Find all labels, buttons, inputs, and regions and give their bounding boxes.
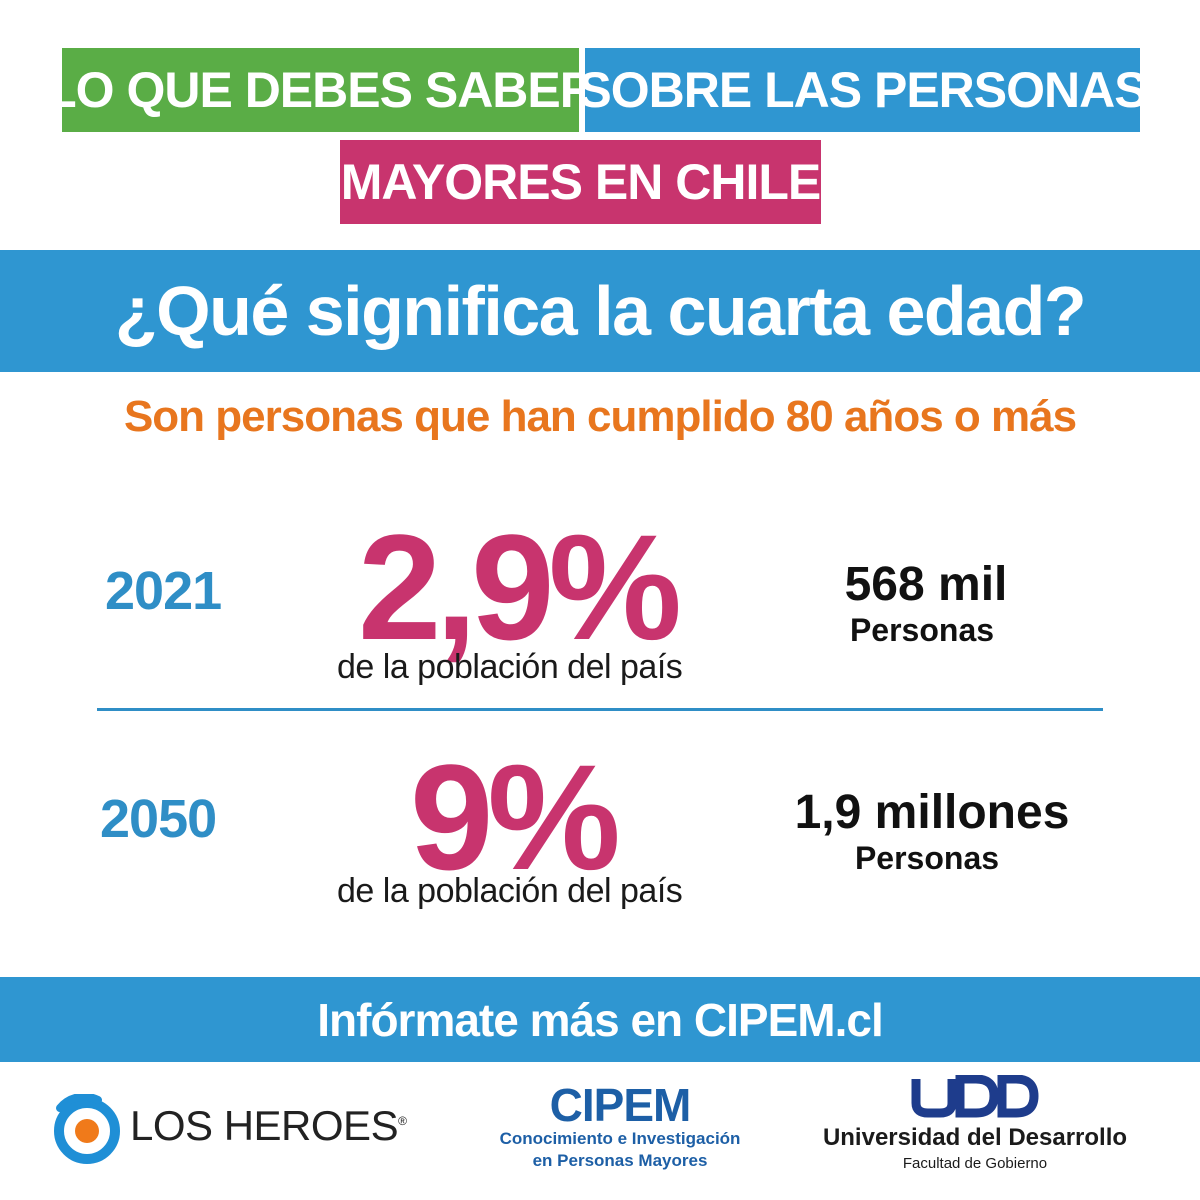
losheroes-logo: LOS HEROES®	[52, 1090, 432, 1170]
header-title-box-left: LO QUE DEBES SABER	[46, 48, 596, 132]
cipem-subtitle-line2: en Personas Mayores	[532, 1151, 708, 1170]
udd-wordmark-icon	[911, 1075, 1039, 1118]
question-band: ¿Qué significa la cuarta edad?	[0, 250, 1200, 372]
udd-name: Universidad del Desarrollo	[822, 1124, 1128, 1151]
row-divider	[97, 708, 1103, 711]
stat-percent-2050: 9%	[410, 733, 621, 901]
stat-count-unit-2021: Personas	[849, 612, 995, 648]
header-title-left: LO QUE DEBES SABER	[46, 62, 596, 118]
losheroes-name: LOS HEROES	[130, 1102, 399, 1149]
stat-percent-caption-2050: de la población del país	[337, 872, 683, 910]
stat-count-2050: 1,9 millones	[794, 786, 1070, 839]
footer-band: Infórmate más en CIPEM.cl	[0, 977, 1200, 1062]
stat-count-2021: 568 mil	[844, 558, 1008, 611]
header-title-box-second-line: MAYORES EN CHILE	[340, 140, 821, 224]
stat-percent-2021: 2,9%	[358, 503, 682, 671]
stat-year-2050: 2050	[100, 789, 217, 849]
cipem-logo: CIPEM Conocimiento e Investigación en Pe…	[470, 1082, 770, 1182]
definition-text: Son personas que han cumplido 80 años o …	[123, 392, 1077, 441]
circle-logo-icon	[54, 1094, 120, 1164]
cipem-name: CIPEM	[549, 1079, 692, 1131]
header-title-box-right: SOBRE LAS PERSONAS	[578, 48, 1148, 132]
footer-cta-link[interactable]: Infórmate más en CIPEM.cl	[317, 993, 883, 1046]
header-title-second-line: MAYORES EN CHILE	[340, 154, 821, 210]
udd-faculty: Facultad de Gobierno	[902, 1155, 1048, 1172]
registered-mark: ®	[398, 1114, 407, 1128]
cipem-subtitle-line1: Conocimiento e Investigación	[499, 1129, 741, 1148]
stat-percent-caption-2021: de la población del país	[337, 648, 683, 686]
stat-year-2021: 2021	[105, 561, 222, 621]
question-heading: ¿Qué significa la cuarta edad?	[114, 272, 1087, 350]
stat-count-unit-2050: Personas	[854, 840, 1000, 876]
udd-logo: Universidad del Desarrollo Facultad de G…	[820, 1075, 1130, 1185]
header-title-right: SOBRE LAS PERSONAS	[578, 62, 1147, 118]
